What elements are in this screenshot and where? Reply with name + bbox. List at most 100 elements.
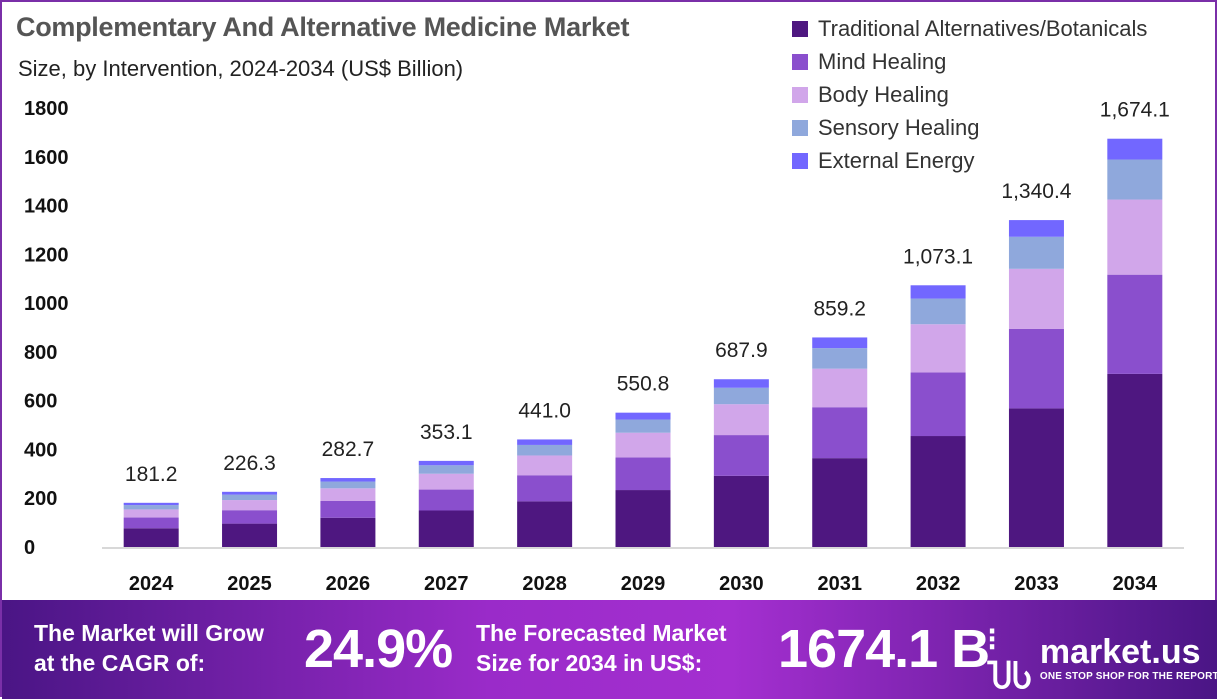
legend-item: Sensory Healing bbox=[792, 111, 1147, 144]
brand-logo: ⁝ႮႱ market.us ONE STOP SHOP FOR THE REPO… bbox=[987, 620, 1217, 696]
bar-segment-traditional-alternatives-botanicals-2028 bbox=[517, 501, 573, 547]
bar-segment-body-healing-2028 bbox=[517, 455, 573, 476]
bar-segment-body-healing-2032 bbox=[910, 324, 966, 373]
bar-segment-external-energy-2026 bbox=[320, 478, 376, 482]
y-tick-label: 600 bbox=[24, 391, 57, 413]
bar-segment-external-energy-2032 bbox=[910, 285, 966, 299]
bar-segment-mind-healing-2027 bbox=[418, 489, 474, 511]
bar-segment-body-healing-2033 bbox=[1008, 268, 1064, 329]
y-tick-label: 1000 bbox=[24, 293, 69, 315]
forecast-text-2: Size for 2034 in US$: bbox=[476, 650, 703, 676]
bar-segment-external-energy-2031 bbox=[812, 337, 868, 349]
x-tick-label: 2026 bbox=[326, 573, 371, 595]
bar-segment-traditional-alternatives-botanicals-2029 bbox=[615, 490, 671, 547]
legend-item: External Energy bbox=[792, 144, 1147, 177]
forecast-value: 1674.1 B bbox=[778, 619, 990, 679]
bar-segment-external-energy-2030 bbox=[713, 379, 769, 388]
bar-segment-sensory-healing-2026 bbox=[320, 481, 376, 489]
total-label: 353.1 bbox=[420, 421, 473, 444]
bar-segment-traditional-alternatives-botanicals-2033 bbox=[1008, 408, 1064, 547]
bar-segment-traditional-alternatives-botanicals-2026 bbox=[320, 517, 376, 547]
x-tick-label: 2024 bbox=[129, 573, 174, 595]
legend-swatch bbox=[792, 86, 808, 103]
total-label: 1,674.1 bbox=[1100, 99, 1170, 122]
bar-segment-mind-healing-2024 bbox=[123, 517, 179, 529]
x-tick-label: 2028 bbox=[522, 573, 567, 595]
bar-segment-external-energy-2029 bbox=[615, 412, 671, 420]
bar-segment-sensory-healing-2029 bbox=[615, 419, 671, 433]
y-tick-label: 1800 bbox=[24, 98, 69, 120]
total-label: 1,340.4 bbox=[1001, 180, 1071, 203]
footer-banner: The Market will Grow at the CAGR of: 24.… bbox=[2, 600, 1217, 699]
bar-segment-external-energy-2028 bbox=[517, 439, 573, 445]
bar-segment-sensory-healing-2031 bbox=[812, 348, 868, 369]
bar-segment-sensory-healing-2028 bbox=[517, 444, 573, 456]
chart-title: Complementary And Alternative Medicine M… bbox=[16, 12, 630, 42]
y-tick-label: 800 bbox=[24, 342, 57, 364]
legend-label: External Energy bbox=[818, 147, 975, 173]
bar-segment-traditional-alternatives-botanicals-2027 bbox=[418, 510, 474, 547]
bar-segment-traditional-alternatives-botanicals-2034 bbox=[1107, 373, 1163, 547]
y-tick-label: 1400 bbox=[24, 196, 69, 218]
forecast-text-1: The Forecasted Market bbox=[476, 620, 727, 646]
x-tick-label: 2025 bbox=[227, 573, 272, 595]
total-label: 1,073.1 bbox=[903, 245, 973, 268]
legend-label: Traditional Alternatives/Botanicals bbox=[818, 15, 1148, 41]
bar-segment-body-healing-2031 bbox=[812, 368, 868, 408]
total-label: 859.2 bbox=[813, 297, 866, 320]
bar-segment-body-healing-2030 bbox=[713, 404, 769, 436]
brand-logo-icon: ⁝ႮႱ bbox=[987, 621, 1032, 695]
bar-segment-sensory-healing-2030 bbox=[713, 387, 769, 405]
bar-segment-body-healing-2024 bbox=[123, 509, 179, 518]
x-tick-label: 2029 bbox=[621, 573, 666, 595]
bar-segment-mind-healing-2028 bbox=[517, 475, 573, 502]
total-label: 181.2 bbox=[125, 463, 178, 486]
bar-segment-body-healing-2026 bbox=[320, 488, 376, 502]
bar-segment-body-healing-2025 bbox=[222, 500, 278, 511]
bar-segment-mind-healing-2029 bbox=[615, 457, 671, 491]
total-label: 282.7 bbox=[322, 438, 375, 461]
x-tick-label: 2033 bbox=[1014, 573, 1059, 595]
bar-segment-body-healing-2027 bbox=[418, 473, 474, 490]
total-label: 687.9 bbox=[715, 339, 768, 362]
legend-label: Sensory Healing bbox=[818, 114, 980, 140]
bar-segment-traditional-alternatives-botanicals-2032 bbox=[910, 436, 966, 547]
total-label: 226.3 bbox=[223, 452, 276, 475]
bar-segment-external-energy-2027 bbox=[418, 460, 474, 466]
bar-segment-external-energy-2034 bbox=[1107, 138, 1163, 160]
bar-segment-sensory-healing-2024 bbox=[123, 505, 179, 510]
x-tick-label: 2032 bbox=[916, 573, 961, 595]
bar-segment-mind-healing-2032 bbox=[910, 372, 966, 437]
bar-segment-external-energy-2025 bbox=[222, 491, 278, 495]
bar-segment-mind-healing-2031 bbox=[812, 407, 868, 459]
bar-segment-traditional-alternatives-botanicals-2031 bbox=[812, 458, 868, 547]
brand-tagline: ONE STOP SHOP FOR THE REPORTS bbox=[1039, 671, 1217, 682]
bar-segment-external-energy-2033 bbox=[1008, 220, 1064, 237]
legend-item: Mind Healing bbox=[792, 45, 1147, 78]
legend-swatch bbox=[792, 152, 808, 169]
legend-item: Traditional Alternatives/Botanicals bbox=[792, 12, 1147, 45]
bar-segment-mind-healing-2034 bbox=[1107, 274, 1163, 374]
stacked-bar-chart: 0 200 400 600 800 1000 1200 1400 1600 1800 181.2 20… bbox=[24, 98, 1184, 595]
legend-item: Body Healing bbox=[792, 78, 1147, 111]
bar-segment-body-healing-2034 bbox=[1107, 199, 1163, 275]
bar-segment-sensory-healing-2033 bbox=[1008, 236, 1064, 269]
bar-segment-sensory-healing-2025 bbox=[222, 494, 278, 501]
y-tick-label: 400 bbox=[24, 439, 57, 461]
bar-segment-external-energy-2024 bbox=[123, 502, 179, 506]
legend-label: Body Healing bbox=[818, 81, 949, 107]
bar-segment-body-healing-2029 bbox=[615, 432, 671, 458]
y-tick-label: 1200 bbox=[24, 244, 69, 266]
y-tick-label: 200 bbox=[24, 488, 57, 510]
legend-label: Mind Healing bbox=[818, 48, 947, 74]
y-tick-label: 1600 bbox=[24, 147, 69, 169]
legend-swatch bbox=[792, 119, 808, 136]
y-tick-label: 0 bbox=[24, 537, 35, 559]
x-tick-label: 2030 bbox=[719, 573, 764, 595]
bar-segment-traditional-alternatives-botanicals-2024 bbox=[123, 528, 179, 547]
bar-segment-traditional-alternatives-botanicals-2025 bbox=[222, 523, 278, 547]
cagr-text-2: at the CAGR of: bbox=[34, 650, 206, 676]
x-tick-label: 2034 bbox=[1113, 573, 1158, 595]
legend-swatch bbox=[792, 53, 808, 70]
bar-segment-traditional-alternatives-botanicals-2030 bbox=[713, 475, 769, 547]
